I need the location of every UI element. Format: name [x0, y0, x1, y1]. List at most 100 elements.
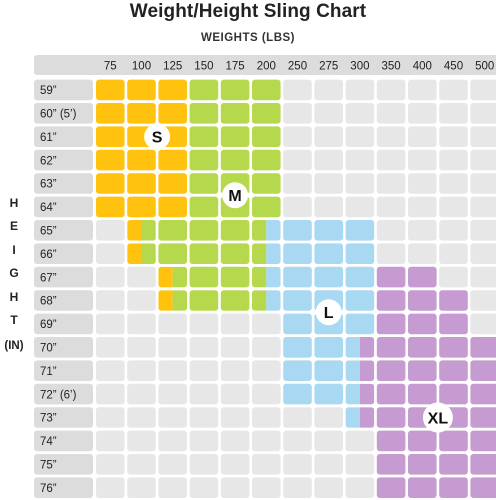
- y-label-letter-g: G: [9, 266, 19, 281]
- height-tick-label: 69”: [40, 319, 57, 331]
- empty-cell: [408, 196, 437, 218]
- height-label-cell: [34, 430, 93, 452]
- size-badge-xl: [422, 402, 453, 433]
- empty-cell: [345, 79, 375, 101]
- weight-tick-label: 275: [319, 61, 338, 73]
- size-cell: [470, 407, 496, 428]
- weight-tick-label: 400: [413, 61, 432, 73]
- size-cell: [408, 313, 437, 335]
- size-cell: [158, 149, 187, 171]
- height-label-cell: [34, 220, 93, 241]
- size-cell: [220, 266, 250, 288]
- size-badge-l: [315, 299, 342, 326]
- empty-cell: [283, 196, 312, 218]
- empty-cell: [408, 149, 437, 171]
- y-label-letter-h2: H: [9, 289, 19, 304]
- height-tick-label: 60” (5’): [40, 109, 77, 121]
- empty-cell: [283, 430, 312, 452]
- overlap-cell-half: [266, 220, 281, 241]
- empty-cell: [220, 383, 250, 405]
- empty-cell: [376, 220, 406, 241]
- empty-cell: [314, 196, 343, 218]
- size-label-l: L: [324, 305, 334, 322]
- empty-cell: [127, 454, 156, 475]
- size-cell: [220, 243, 250, 264]
- overlap-cell-half: [141, 243, 156, 264]
- height-tick-label: 75”: [40, 460, 57, 472]
- empty-cell: [220, 454, 250, 475]
- empty-cell: [470, 103, 496, 124]
- y-label-letter-t: T: [10, 312, 18, 327]
- empty-cell: [220, 360, 250, 381]
- empty-cell: [314, 477, 343, 498]
- overlap-cell-half: [252, 220, 267, 241]
- empty-cell: [470, 126, 496, 147]
- size-cell: [252, 173, 281, 194]
- height-label-cell: [34, 360, 93, 381]
- size-cell: [189, 243, 219, 264]
- empty-cell: [314, 173, 343, 194]
- empty-cell: [345, 477, 375, 498]
- size-cell: [408, 454, 437, 475]
- empty-cell: [314, 79, 343, 101]
- empty-cell: [408, 173, 437, 194]
- size-cell: [220, 220, 250, 241]
- empty-cell: [470, 313, 496, 335]
- size-cell: [96, 173, 125, 194]
- empty-cell: [127, 430, 156, 452]
- overlap-cell-half: [158, 290, 173, 311]
- empty-cell: [283, 173, 312, 194]
- empty-cell: [439, 126, 468, 147]
- empty-cell: [470, 149, 496, 171]
- empty-cell: [127, 477, 156, 498]
- empty-cell: [96, 383, 125, 405]
- empty-cell: [345, 126, 375, 147]
- size-cell: [189, 173, 219, 194]
- height-tick-label: 62”: [40, 155, 57, 167]
- height-tick-label: 59”: [40, 85, 57, 97]
- size-cell: [158, 220, 187, 241]
- overlap-cell-half: [158, 266, 173, 288]
- height-label-cell: [34, 126, 93, 147]
- size-cell: [158, 243, 187, 264]
- empty-cell: [158, 407, 187, 428]
- empty-cell: [345, 196, 375, 218]
- overlap-cell-half: [266, 290, 281, 311]
- size-cell: [314, 383, 343, 405]
- empty-cell: [96, 407, 125, 428]
- empty-cell: [252, 407, 281, 428]
- size-cell: [252, 149, 281, 171]
- empty-cell: [127, 313, 156, 335]
- size-cell: [314, 337, 343, 358]
- overlap-cell-half: [172, 290, 187, 311]
- height-tick-label: 70”: [40, 343, 57, 355]
- empty-cell: [408, 243, 437, 264]
- size-cell: [96, 126, 125, 147]
- overlap-cell-half: [345, 337, 360, 358]
- empty-cell: [345, 149, 375, 171]
- weight-tick-label: 350: [382, 61, 401, 73]
- overlap-cell-half: [127, 243, 142, 264]
- empty-cell: [220, 477, 250, 498]
- size-cell: [158, 79, 187, 101]
- size-cell: [252, 196, 281, 218]
- overlap-cell-half: [359, 337, 375, 358]
- empty-cell: [189, 407, 219, 428]
- size-cell: [345, 243, 375, 264]
- empty-cell: [252, 430, 281, 452]
- size-cell: [127, 103, 156, 124]
- empty-cell: [283, 477, 312, 498]
- height-tick-label: 68”: [40, 296, 57, 308]
- overlap-cell-half: [266, 243, 281, 264]
- size-cell: [345, 313, 375, 335]
- size-badge-s: [144, 123, 171, 150]
- size-cell: [408, 360, 437, 381]
- empty-cell: [314, 407, 343, 428]
- height-label-cell: [34, 196, 93, 218]
- size-cell: [96, 79, 125, 101]
- empty-cell: [252, 383, 281, 405]
- size-cell: [314, 243, 343, 264]
- weight-tick-label: 75: [104, 61, 117, 73]
- weight-tick-label: 250: [288, 61, 307, 73]
- empty-cell: [283, 103, 312, 124]
